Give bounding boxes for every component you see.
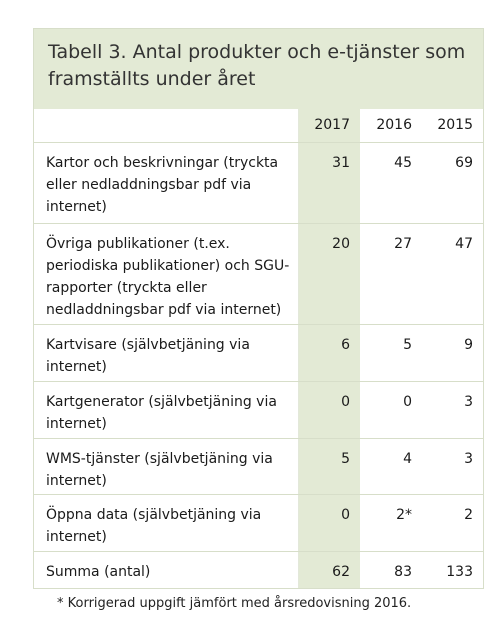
cell-2016: 0	[360, 381, 422, 439]
cell-2017: 31	[298, 142, 360, 224]
cell-2016: 2*	[360, 494, 422, 552]
cell-2015: 133	[446, 563, 473, 580]
table-caption: Tabell 3. Antal produkter och e-tjänster…	[34, 29, 483, 109]
cell-2015: 3	[422, 438, 483, 495]
table-row: Kartvisare (självbetjäning via internet)…	[34, 324, 483, 382]
row-label: Övriga publikationer (t.ex. periodiska p…	[34, 223, 299, 325]
header-row: 2017 2016 2015	[34, 109, 483, 143]
cell-2015: 2	[422, 494, 483, 552]
row-label: Kartgenerator (självbetjäning via intern…	[34, 381, 299, 439]
table-row: Kartor och beskrivningar (tryckta eller …	[34, 142, 483, 224]
header-2017: 2017	[298, 109, 360, 143]
cell-2016: 4	[360, 438, 422, 495]
table-row: Öppna data (självbetjäning via internet)…	[34, 494, 483, 552]
footnote: * Korrigerad uppgift jämfört med årsredo…	[57, 596, 412, 611]
header-label-cell	[34, 109, 299, 143]
products-table: Tabell 3. Antal produkter och e-tjänster…	[33, 28, 484, 589]
row-label: Kartvisare (självbetjäning via internet)	[34, 324, 299, 382]
table-row: Kartgenerator (självbetjäning via intern…	[34, 381, 483, 439]
cell-2017: 20	[298, 223, 360, 325]
row-label: WMS-tjänster (självbetjäning via interne…	[34, 438, 299, 495]
header-2016: 2016	[360, 109, 422, 143]
total-row: Summa (antal) 62 83 133	[34, 551, 483, 588]
row-label: Kartor och beskrivningar (tryckta eller …	[34, 142, 299, 224]
cell-2015: 69	[422, 142, 483, 224]
cell-2017: 6	[298, 324, 360, 382]
cell-2015: 9	[422, 324, 483, 382]
cell-2015: 47	[422, 223, 483, 325]
cell-2016: 45	[360, 142, 422, 224]
cell-2017: 62	[298, 551, 360, 588]
cell-2017: 0	[298, 494, 360, 552]
header-2015: 2015	[422, 109, 483, 143]
data-table: 2017 2016 2015 Kartor och beskrivningar …	[34, 109, 483, 588]
cell-2016: 83	[394, 563, 412, 580]
row-label: Öppna data (självbetjäning via internet)	[34, 494, 299, 552]
table-row: WMS-tjänster (självbetjäning via interne…	[34, 438, 483, 495]
cell-2017: 0	[298, 381, 360, 439]
cell-2017: 5	[298, 438, 360, 495]
cell-2016: 5	[360, 324, 422, 382]
cell-2016: 27	[360, 223, 422, 325]
table-row: Övriga publikationer (t.ex. periodiska p…	[34, 223, 483, 325]
row-label: Summa (antal)	[34, 551, 299, 588]
cell-2015: 3	[422, 381, 483, 439]
